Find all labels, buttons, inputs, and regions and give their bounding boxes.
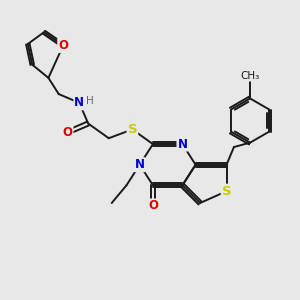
Text: O: O xyxy=(63,126,73,139)
Text: N: N xyxy=(74,96,84,110)
Text: S: S xyxy=(222,185,231,198)
Text: CH₃: CH₃ xyxy=(241,71,260,81)
Text: N: N xyxy=(135,158,145,171)
Text: S: S xyxy=(128,123,137,136)
Text: N: N xyxy=(177,138,188,151)
Text: O: O xyxy=(148,200,158,212)
Text: H: H xyxy=(86,96,94,106)
Text: O: O xyxy=(58,39,68,52)
